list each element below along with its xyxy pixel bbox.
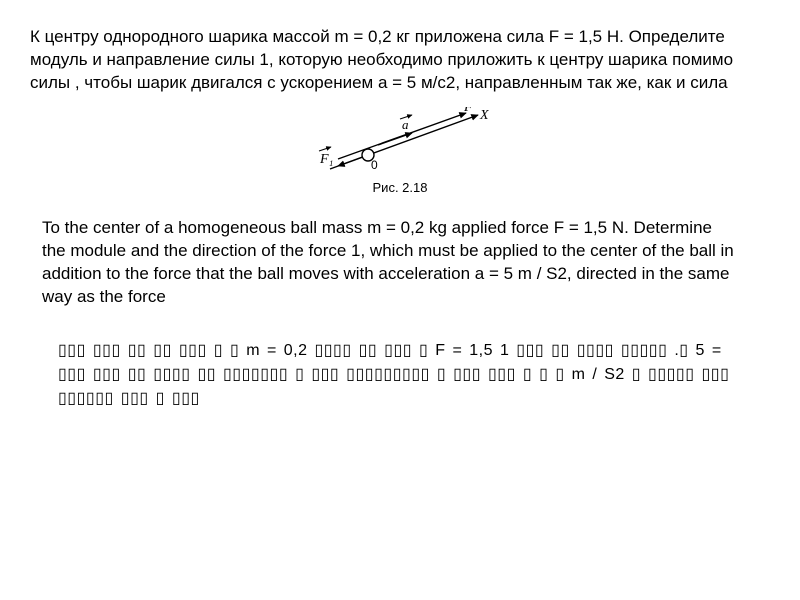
f1-label: F₁: [319, 152, 333, 167]
problem-text-garbled: ▯▯▯ ▯▯▯ ▯▯ ▯▯ ▯▯▯ ▯ ▯ m = 0,2 ▯▯▯▯ ▯▯ ▯▯…: [30, 339, 770, 411]
figure-container: 0 F₁ F a X Рис. 2.18: [30, 107, 770, 195]
origin-label: 0: [371, 158, 378, 172]
x-axis-label: X: [479, 108, 489, 123]
figure-caption: Рис. 2.18: [30, 180, 770, 195]
physics-diagram: 0 F₁ F a X: [310, 107, 490, 177]
problem-text-english: To the center of a homogeneous ball mass…: [30, 217, 770, 309]
problem-text-russian: К центру однородного шарика массой m = 0…: [30, 26, 770, 95]
a-label: a: [402, 117, 409, 132]
f-label: F: [463, 107, 473, 115]
